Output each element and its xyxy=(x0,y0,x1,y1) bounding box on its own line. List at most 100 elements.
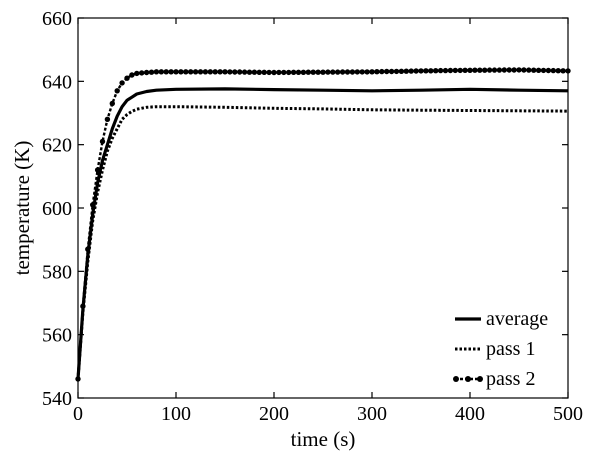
series-marker-pass-2 xyxy=(374,69,380,75)
legend-label: average xyxy=(486,308,548,330)
x-tick-label: 0 xyxy=(73,403,83,425)
series-marker-pass-2 xyxy=(217,69,223,75)
series-marker-pass-2 xyxy=(462,67,468,74)
series-marker-pass-2 xyxy=(129,72,135,78)
series-marker-pass-2 xyxy=(545,67,552,74)
series-marker-pass-2 xyxy=(143,69,150,76)
series-marker-pass-2 xyxy=(124,75,130,81)
series-marker-pass-2 xyxy=(246,69,253,75)
series-marker-pass-2 xyxy=(271,69,277,76)
series-marker-pass-2 xyxy=(94,167,101,173)
y-tick-label: 540 xyxy=(42,388,72,410)
series-marker-pass-2 xyxy=(99,138,106,145)
series-marker-pass-2 xyxy=(139,70,145,76)
series-marker-pass-2 xyxy=(511,67,517,73)
legend-marker xyxy=(465,376,471,382)
series-marker-pass-2 xyxy=(148,69,155,75)
series-marker-pass-2 xyxy=(442,67,449,74)
series-marker-pass-2 xyxy=(398,68,405,75)
series-marker-pass-2 xyxy=(535,67,542,74)
series-marker-pass-2 xyxy=(300,69,307,76)
series-marker-pass-2 xyxy=(295,69,302,76)
series-marker-pass-2 xyxy=(344,69,351,75)
legend-label: pass 2 xyxy=(486,368,535,390)
series-marker-pass-2 xyxy=(335,69,341,75)
series-marker-pass-2 xyxy=(423,68,429,74)
series-marker-pass-2 xyxy=(477,67,483,73)
series-marker-pass-2 xyxy=(359,69,365,75)
series-marker-pass-2 xyxy=(290,69,297,76)
series-marker-pass-2 xyxy=(256,69,262,76)
series-marker-pass-2 xyxy=(315,69,321,75)
y-axis-label: temperature (K) xyxy=(10,141,34,276)
series-marker-pass-2 xyxy=(339,69,346,75)
series-marker-pass-2 xyxy=(197,69,204,75)
series-marker-pass-2 xyxy=(457,67,463,74)
series-marker-pass-2 xyxy=(207,69,213,75)
series-marker-pass-2 xyxy=(163,69,169,75)
series-layer xyxy=(75,67,571,382)
series-marker-pass-2 xyxy=(104,116,111,123)
series-marker-pass-2 xyxy=(521,67,527,73)
y-tick-label: 600 xyxy=(42,198,72,220)
x-axis-label: time (s) xyxy=(291,427,356,451)
series-marker-pass-2 xyxy=(109,100,116,107)
series-marker-pass-2 xyxy=(482,67,488,73)
series-marker-pass-2 xyxy=(516,67,522,73)
series-marker-pass-2 xyxy=(168,69,174,75)
series-marker-pass-2 xyxy=(80,303,86,309)
series-marker-pass-2 xyxy=(241,69,248,75)
series-marker-pass-2 xyxy=(266,69,272,76)
series-marker-pass-2 xyxy=(418,68,424,74)
series-marker-pass-2 xyxy=(467,67,473,74)
series-marker-pass-2 xyxy=(437,67,444,74)
y-tick-label: 580 xyxy=(42,261,72,283)
x-tick-label: 200 xyxy=(259,403,289,425)
series-marker-pass-2 xyxy=(202,69,209,75)
series-marker-pass-2 xyxy=(550,67,556,74)
series-marker-pass-2 xyxy=(565,68,571,74)
series-marker-pass-2 xyxy=(388,68,395,75)
series-marker-pass-2 xyxy=(433,68,439,74)
series-marker-pass-2 xyxy=(320,69,326,75)
series-marker-pass-2 xyxy=(403,68,409,74)
series-marker-pass-2 xyxy=(158,69,164,75)
series-marker-pass-2 xyxy=(491,67,498,73)
x-tick-label: 400 xyxy=(455,403,485,425)
series-marker-pass-2 xyxy=(447,67,454,74)
series-marker-pass-2 xyxy=(428,68,434,74)
series-marker-pass-2 xyxy=(506,67,512,73)
x-tick-label: 500 xyxy=(553,403,583,425)
series-marker-pass-2 xyxy=(119,80,125,86)
series-marker-pass-2 xyxy=(560,68,566,74)
series-marker-pass-2 xyxy=(452,67,458,74)
series-marker-pass-2 xyxy=(286,69,292,76)
series-marker-pass-2 xyxy=(237,69,243,75)
legend: average pass 1 pass 2 xyxy=(453,308,548,390)
series-marker-pass-2 xyxy=(153,69,160,75)
x-tick-label: 300 xyxy=(357,403,387,425)
series-marker-pass-2 xyxy=(540,67,547,74)
y-tick-label: 560 xyxy=(42,325,72,347)
series-marker-pass-2 xyxy=(188,69,194,75)
series-marker-pass-2 xyxy=(305,69,311,75)
y-tick-label: 660 xyxy=(42,8,72,30)
series-marker-pass-2 xyxy=(325,69,331,75)
series-marker-pass-2 xyxy=(173,69,179,75)
series-marker-pass-2 xyxy=(261,69,267,76)
series-marker-pass-2 xyxy=(232,69,238,75)
series-marker-pass-2 xyxy=(384,68,390,75)
series-marker-pass-2 xyxy=(251,69,258,75)
series-marker-pass-2 xyxy=(486,67,493,73)
series-marker-pass-2 xyxy=(212,69,218,75)
series-marker-pass-2 xyxy=(134,70,140,77)
series-marker-pass-2 xyxy=(354,69,360,75)
series-marker-pass-2 xyxy=(349,69,356,75)
series-line-pass-1 xyxy=(76,105,569,380)
series-marker-pass-2 xyxy=(369,69,375,75)
series-marker-pass-2 xyxy=(364,69,370,75)
series-marker-pass-2 xyxy=(281,69,287,76)
legend-marker xyxy=(477,376,483,382)
series-marker-pass-2 xyxy=(75,376,81,382)
